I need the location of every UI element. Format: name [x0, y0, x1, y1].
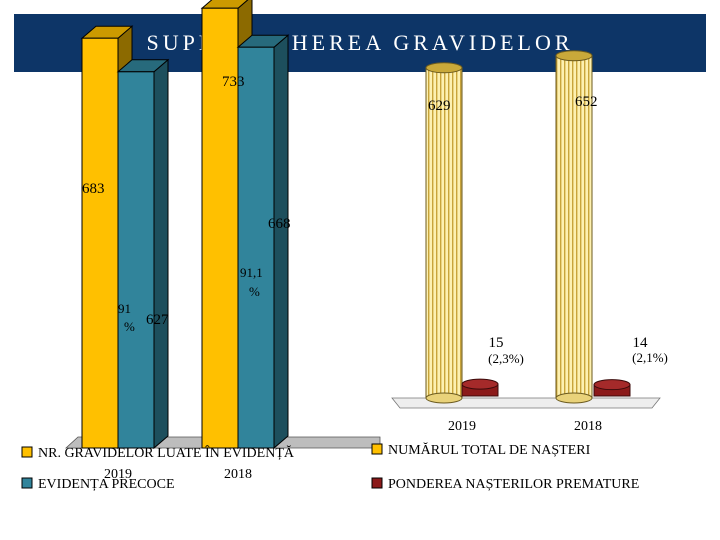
legend-label: EVIDENȚA PRECOCE	[38, 477, 175, 492]
legend-label: PONDEREA NAȘTERILOR PREMATURE	[388, 477, 639, 492]
data-label: 668	[268, 216, 291, 232]
legend-swatch	[21, 446, 33, 458]
category-label: 2019	[448, 419, 476, 434]
percent-label: %	[249, 284, 260, 299]
category-label: 2019	[104, 467, 132, 482]
bar-2019-0	[81, 37, 119, 449]
percent-label: 91,1	[240, 265, 263, 280]
data-label: 683	[82, 181, 105, 197]
bar-2018-1	[237, 46, 275, 449]
bar-side-2018-1	[273, 34, 289, 450]
chart-births: 2019 2018 629 15 652 14 (2,3%) (2,1%)	[391, 50, 668, 434]
legend-swatch	[371, 477, 383, 489]
data-label: 652	[575, 94, 598, 110]
data-label: 15	[489, 335, 504, 351]
data-label: 629	[428, 98, 451, 114]
bar-side-2019-1	[153, 58, 169, 450]
legend-label: NR. GRAVIDELOR LUATE ÎN EVIDENȚĂ	[38, 444, 295, 461]
category-label: 2018	[224, 467, 252, 482]
data-label: 14	[633, 335, 649, 351]
legend-label: NUMĂRUL TOTAL DE NAȘTERI	[388, 441, 591, 458]
chart-pregnancies: 2019 2018 683 627 733 668 91% 91,1%	[64, 0, 381, 482]
legend-swatch	[21, 477, 33, 489]
cylinder-top	[593, 379, 631, 391]
legend: NR. GRAVIDELOR LUATE ÎN EVIDENȚĂ EVIDENȚA…	[21, 441, 639, 492]
cylinder-top	[461, 378, 499, 390]
cylinder-top	[555, 50, 593, 62]
cylinder-base	[555, 392, 593, 404]
cylinder-top	[425, 62, 463, 74]
percent-label: (2,1%)	[632, 350, 668, 365]
data-label: 627	[146, 312, 169, 328]
data-label: 733	[222, 74, 245, 90]
percent-label: (2,3%)	[488, 351, 524, 366]
cylinder-base	[425, 392, 463, 404]
bar-2019-1	[117, 71, 155, 449]
legend-swatch	[371, 443, 383, 455]
bar-2018-0	[201, 7, 239, 449]
percent-label: %	[124, 319, 135, 334]
percent-label: 91	[118, 301, 131, 316]
cylinder-2019-total	[425, 67, 463, 399]
category-label: 2018	[574, 419, 602, 434]
